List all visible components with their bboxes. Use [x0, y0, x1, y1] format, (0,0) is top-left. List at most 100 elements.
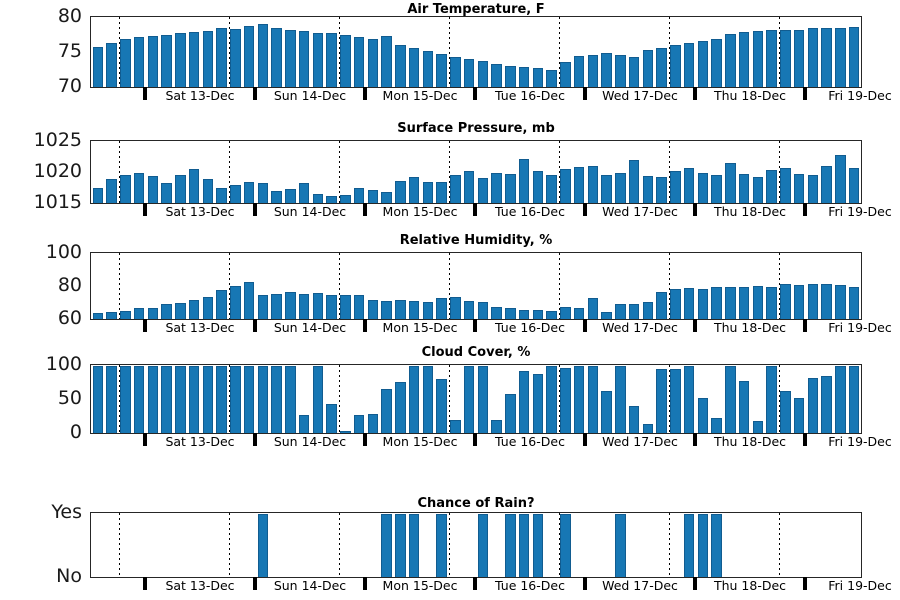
day-boundary-tick [803, 203, 807, 216]
day-boundary-tick [253, 319, 257, 332]
bar [780, 29, 791, 87]
bar [587, 54, 599, 87]
bar [835, 284, 846, 319]
bar [766, 366, 777, 433]
dotted-gridline [228, 253, 230, 319]
dotted-gridline [448, 17, 450, 87]
bar [175, 366, 186, 433]
day-label: Wed 17-Dec [602, 434, 678, 449]
bar [395, 300, 406, 319]
dotted-gridline [778, 141, 780, 203]
bar [463, 366, 475, 433]
day-boundary-tick [253, 87, 257, 100]
bar [298, 183, 310, 203]
day-label: Sun 14-Dec [273, 320, 347, 335]
bar [615, 514, 626, 577]
day-boundary-tick [583, 319, 587, 332]
bar [477, 178, 489, 203]
bar [367, 38, 379, 87]
bar [243, 182, 255, 203]
bar [422, 301, 434, 319]
bar [670, 44, 681, 87]
bar [711, 287, 722, 319]
bar [188, 168, 200, 203]
x-axis-row: Sat 13-Dec Sun 14-Dec Mon 15-Dec Tue 16-Dec… [90, 319, 892, 335]
dotted-gridline [668, 17, 670, 87]
dotted-gridline [668, 513, 670, 577]
bar [395, 44, 406, 87]
y-tick-label: Yes [51, 501, 82, 523]
day-boundary-tick [363, 203, 367, 216]
day-label: Tue 16-Dec [495, 578, 565, 593]
bar [807, 28, 819, 87]
dotted-gridline [338, 253, 340, 319]
day-boundary-tick [803, 87, 807, 100]
bar [683, 42, 695, 87]
day-boundary-tick [583, 577, 587, 590]
bar [367, 414, 379, 433]
bar [202, 179, 214, 203]
day-label: Fri 19-Dec [828, 434, 892, 449]
bar [147, 35, 159, 87]
bar [395, 514, 406, 577]
bar [230, 285, 241, 319]
y-tick-label: 50 [57, 387, 82, 409]
bar [450, 57, 461, 87]
day-label: Mon 15-Dec [382, 434, 458, 449]
bar [230, 366, 241, 433]
day-label: Wed 17-Dec [602, 578, 678, 593]
bar [518, 310, 530, 319]
bar [312, 366, 324, 433]
dotted-gridline [338, 365, 340, 433]
y-tick-label: 80 [57, 274, 82, 296]
bar [106, 42, 117, 87]
day-label: Sun 14-Dec [273, 204, 347, 219]
day-boundary-tick [473, 87, 477, 100]
y-tick-label: 1025 [33, 129, 82, 151]
bar [243, 25, 255, 87]
y-tick-label: 60 [57, 307, 82, 329]
bar [642, 424, 654, 433]
bar [353, 414, 365, 433]
bar [147, 307, 159, 319]
day-boundary-tick [143, 577, 147, 590]
bar [766, 286, 777, 319]
day-label: Mon 15-Dec [382, 578, 458, 593]
day-label: Fri 19-Dec [828, 320, 892, 335]
dotted-gridline [118, 253, 120, 319]
day-label: Sun 14-Dec [273, 578, 347, 593]
day-boundary-tick [143, 87, 147, 100]
bar [711, 174, 722, 203]
bar [216, 289, 227, 319]
bar [807, 284, 819, 319]
bar [436, 514, 447, 577]
bar [738, 31, 750, 87]
bar [505, 514, 516, 577]
bar [120, 39, 131, 87]
bar [202, 297, 214, 319]
bar [133, 308, 145, 319]
bar [147, 175, 159, 203]
day-label: Sat 13-Dec [165, 434, 235, 449]
y-tick-label: 70 [57, 75, 82, 97]
bar [298, 414, 310, 433]
bar [381, 301, 392, 319]
bar [408, 176, 420, 203]
bar [670, 170, 681, 203]
bar [766, 30, 777, 87]
bar [422, 366, 434, 433]
bar [408, 48, 420, 87]
bar [835, 155, 846, 203]
day-label: Thu 18-Dec [713, 320, 787, 335]
bar [683, 167, 695, 203]
bar [807, 174, 819, 203]
bar [656, 47, 667, 87]
day-boundary-tick [143, 203, 147, 216]
chart-title-chance-of-rain: Chance of Rain? [417, 496, 535, 511]
bar [326, 33, 337, 87]
bar [298, 31, 310, 87]
bar [821, 284, 832, 319]
chart-title-cloud-cover: Cloud Cover, % [421, 345, 531, 360]
bar [628, 304, 640, 319]
bar [780, 284, 791, 319]
